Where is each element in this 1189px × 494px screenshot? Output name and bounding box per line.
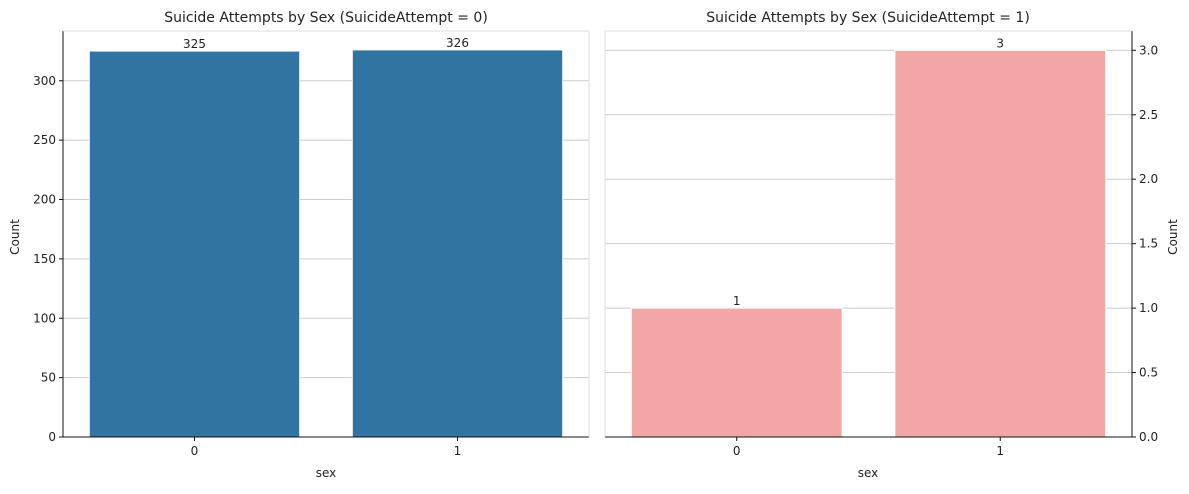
y-tick-label-left: 100 — [33, 311, 56, 325]
y-axis-label-right: Count — [1166, 219, 1180, 255]
y-tick-label-left: 0 — [48, 430, 56, 444]
data-label-left-1: 326 — [446, 36, 469, 50]
y-tick-label-left: 200 — [33, 193, 56, 207]
y-tick-label-left: 150 — [33, 252, 56, 266]
chart-panel-right: Suicide Attempts by Sex (SuicideAttempt … — [604, 10, 1180, 480]
y-tick-label-right: 2.5 — [1139, 108, 1158, 122]
x-tick-label-right-1: 1 — [996, 444, 1004, 458]
bar-left-0 — [88, 50, 301, 438]
bar-left-1 — [351, 49, 564, 438]
bar-right-0 — [630, 307, 843, 438]
y-tick-label-right: 0.5 — [1139, 366, 1158, 380]
data-label-right-1: 3 — [996, 36, 1004, 50]
y-tick-label-left: 300 — [33, 74, 56, 88]
x-tick-label-left-1: 1 — [454, 444, 462, 458]
y-tick-label-right: 2.0 — [1139, 172, 1158, 186]
y-tick-label-left: 50 — [41, 371, 56, 385]
y-tick-label-right: 1.5 — [1139, 237, 1158, 251]
y-tick-label-right: 3.0 — [1139, 43, 1158, 57]
y-tick-label-left: 250 — [33, 133, 56, 147]
x-tick-label-left-0: 0 — [191, 444, 199, 458]
y-axis-label-left: Count — [8, 219, 22, 255]
x-axis-label-left: sex — [316, 466, 337, 480]
chart-title-left: Suicide Attempts by Sex (SuicideAttempt … — [164, 10, 488, 26]
data-label-left-0: 325 — [183, 37, 206, 51]
x-axis-label-right: sex — [858, 466, 879, 480]
chart-title-right: Suicide Attempts by Sex (SuicideAttempt … — [706, 10, 1030, 26]
x-tick-label-right-0: 0 — [733, 444, 741, 458]
chart-panel-left: Suicide Attempts by Sex (SuicideAttempt … — [8, 10, 590, 480]
y-tick-label-right: 1.0 — [1139, 301, 1158, 315]
data-label-right-0: 1 — [733, 294, 741, 308]
y-tick-label-right: 0.0 — [1139, 430, 1158, 444]
bar-right-1 — [894, 49, 1107, 438]
